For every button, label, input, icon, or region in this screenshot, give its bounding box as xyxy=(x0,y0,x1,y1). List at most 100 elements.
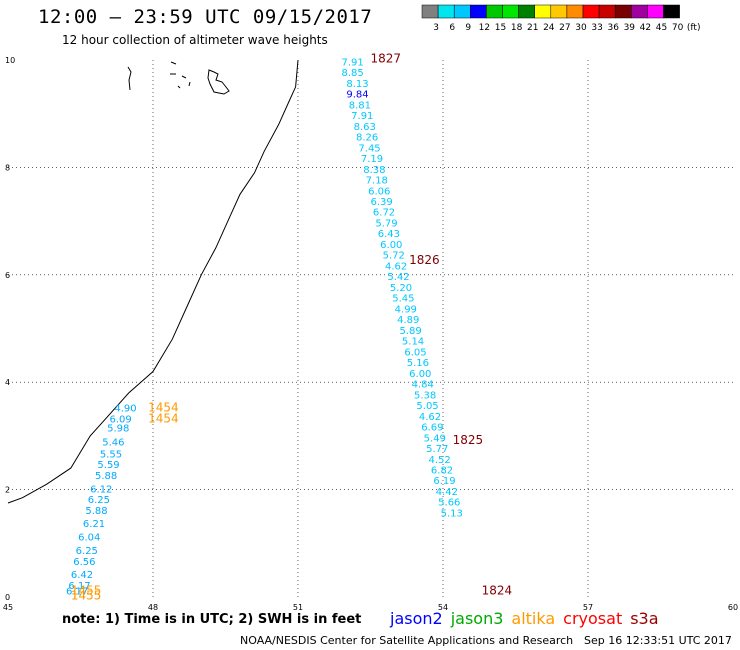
cryosat-wave-value: 5.20 xyxy=(390,283,412,294)
cryosat-wave-value: 8.13 xyxy=(346,79,368,90)
jason3-wave-value: 6.04 xyxy=(78,533,100,544)
scale-swatch xyxy=(550,4,568,19)
cryosat-wave-value: 6.82 xyxy=(431,465,453,476)
scale-swatch xyxy=(598,4,616,19)
footer-credit: NOAA/NESDIS Center for Satellite Applica… xyxy=(240,634,574,647)
scale-swatch xyxy=(437,4,455,19)
cryosat-wave-value: 9.84 xyxy=(346,90,368,101)
jason3-wave-value: 5.55 xyxy=(100,449,122,460)
jason3-wave-value: 6.42 xyxy=(71,570,93,581)
cryosat-wave-value: 5.14 xyxy=(402,337,424,348)
cryosat-wave-value: 6.43 xyxy=(378,229,400,240)
scale-label: 36 xyxy=(607,23,619,33)
cryosat-wave-value: 4.62 xyxy=(385,261,407,272)
island-3 xyxy=(207,69,230,95)
y-tick-label: 10 xyxy=(5,56,15,65)
cryosat-wave-value: 7.18 xyxy=(366,176,388,187)
scale-label: 27 xyxy=(559,23,570,33)
scale-label: 39 xyxy=(624,23,636,33)
scale-label: 33 xyxy=(591,23,602,33)
scale-swatch xyxy=(566,4,584,19)
island-1 xyxy=(127,66,132,91)
y-tick-label: 4 xyxy=(5,378,10,387)
cryosat-time-label: 1827 xyxy=(371,52,402,66)
altika-time-label: 1455 xyxy=(71,583,102,597)
scale-label: 30 xyxy=(575,23,587,33)
page-subtitle: 12 hour collection of altimeter wave hei… xyxy=(62,33,328,47)
cryosat-wave-value: 4.89 xyxy=(397,315,419,326)
legend-jason3: jason3 xyxy=(450,609,504,628)
scale-label: 9 xyxy=(465,23,471,33)
cryosat-wave-value: 8.26 xyxy=(356,133,378,144)
cryosat-wave-value: 7.45 xyxy=(358,143,380,154)
coastline-path xyxy=(7,59,299,504)
scale-label: 42 xyxy=(640,23,651,33)
jason3-wave-value: 5.88 xyxy=(85,506,107,517)
cryosat-wave-value: 8.38 xyxy=(363,165,385,176)
cryosat-wave-value: 6.19 xyxy=(433,476,455,487)
cryosat-wave-value: 5.16 xyxy=(407,358,429,369)
jason3-wave-value: 5.98 xyxy=(107,424,129,435)
x-tick-label: 45 xyxy=(3,603,13,612)
scale-swatch xyxy=(518,4,535,19)
scale-swatch xyxy=(502,4,519,19)
x-tick-label: 48 xyxy=(148,603,158,612)
jason3-wave-value: 5.46 xyxy=(102,438,124,449)
note-text: note: 1) Time is in UTC; 2) SWH is in fe… xyxy=(62,612,362,627)
y-tick-label: 2 xyxy=(5,486,10,495)
scale-label: 45 xyxy=(656,23,667,33)
cryosat-wave-value: 6.00 xyxy=(409,369,431,380)
altika-time-label: 1454 xyxy=(148,401,179,415)
map-axes: 45 48 51 54 57 60 0 2 4 6 8 10 xyxy=(3,56,738,612)
cryosat-wave-value: 5.72 xyxy=(383,251,405,262)
cryosat-wave-value: 5.89 xyxy=(400,326,422,337)
scale-swatch xyxy=(421,4,439,19)
cryosat-time-label: 1825 xyxy=(453,433,484,447)
cryosat-wave-value: 6.39 xyxy=(371,197,393,208)
island-2 xyxy=(170,61,191,89)
cryosat-wave-value: 5.42 xyxy=(387,272,409,283)
wave-height-color-scale: 3 6 9 12 15 18 21 24 27 30 33 36 39 42 45 70 (ft) xyxy=(421,4,700,33)
scale-label: 24 xyxy=(543,23,555,33)
scale-label: 21 xyxy=(527,23,538,33)
cryosat-wave-value: 5.38 xyxy=(414,390,436,401)
altika-time-label: 1455 xyxy=(71,589,102,603)
y-tick-label: 8 xyxy=(5,163,10,172)
x-tick-label: 60 xyxy=(728,603,738,612)
jason3-wave-value: 5.59 xyxy=(97,460,119,471)
cryosat-wave-value: 6.69 xyxy=(421,423,443,434)
x-tick-label: 51 xyxy=(293,603,303,612)
map-grid xyxy=(8,60,733,597)
cryosat-wave-value: 4.52 xyxy=(429,455,451,466)
cryosat-wave-value: 7.19 xyxy=(361,154,383,165)
cryosat-time-label: 1826 xyxy=(409,253,440,267)
cryosat-wave-value: 8.81 xyxy=(349,100,371,111)
cryosat-wave-value: 6.05 xyxy=(404,347,426,358)
scale-label: 15 xyxy=(495,23,506,33)
cryosat-time-label: 1824 xyxy=(482,583,513,597)
scale-swatch xyxy=(663,4,680,19)
wave-height-values: 4.906.095.985.465.555.595.886.126.255.88… xyxy=(66,57,463,597)
legend-s3a: s3a xyxy=(630,609,659,628)
scale-swatch xyxy=(534,4,552,19)
legend-jason2: jason2 xyxy=(390,609,443,628)
cryosat-wave-value: 5.66 xyxy=(438,498,460,509)
jason3-wave-value: 6.09 xyxy=(110,414,132,425)
y-tick-label: 6 xyxy=(5,271,10,280)
jason3-wave-value: 4.90 xyxy=(114,404,136,415)
jason3-wave-value: 6.21 xyxy=(83,519,105,530)
page-title: 12:00 – 23:59 UTC 09/15/2017 xyxy=(38,6,373,28)
jason3-wave-value: 6.56 xyxy=(73,557,95,568)
coastline xyxy=(7,59,299,504)
y-tick-label: 0 xyxy=(5,593,10,602)
cryosat-wave-value: 6.00 xyxy=(380,240,402,251)
legend-cryosat: cryosat xyxy=(563,609,623,628)
scale-label: 18 xyxy=(511,23,523,33)
scale-label: 6 xyxy=(449,23,455,33)
jason3-wave-value: 6.25 xyxy=(88,495,110,506)
cryosat-wave-value: 4.42 xyxy=(436,487,458,498)
satellite-legend: jason2 jason3 altika cryosat s3a xyxy=(390,609,667,628)
cryosat-wave-value: 8.85 xyxy=(342,68,364,79)
legend-altika: altika xyxy=(511,609,556,628)
